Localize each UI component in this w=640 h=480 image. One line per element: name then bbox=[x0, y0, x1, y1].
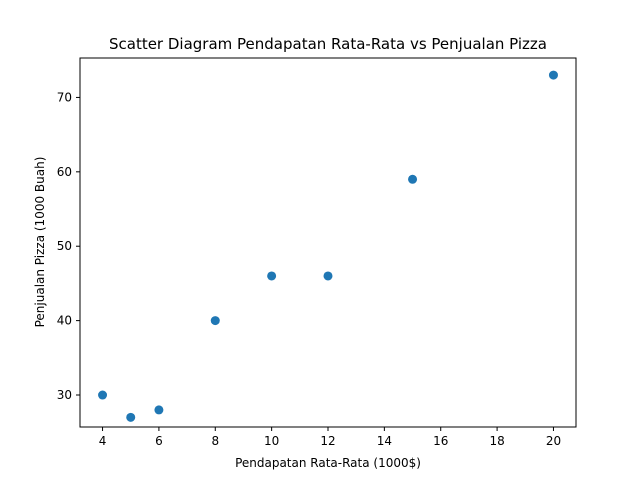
data-point-5 bbox=[323, 271, 333, 281]
x-tick-label-8: 20 bbox=[546, 434, 561, 448]
axes-layer: 4 6 8 10 12 14 16 18 20 30 40 50 60 70 bbox=[57, 57, 577, 448]
x-tick-label-2: 8 bbox=[211, 434, 219, 448]
x-tick-label-3: 10 bbox=[264, 434, 279, 448]
data-point-1 bbox=[126, 412, 136, 422]
x-tick-label-7: 18 bbox=[489, 434, 504, 448]
y-tick-label-3: 60 bbox=[57, 165, 72, 179]
x-tick-label-6: 16 bbox=[433, 434, 448, 448]
x-axis-label: Pendapatan Rata-Rata (1000$) bbox=[235, 456, 421, 470]
data-point-2 bbox=[154, 405, 164, 415]
axes-frame bbox=[79, 57, 577, 428]
y-tick-label-0: 30 bbox=[57, 388, 72, 402]
data-point-6 bbox=[408, 174, 418, 184]
x-tick-label-1: 6 bbox=[155, 434, 163, 448]
y-axis-label: Penjualan Pizza (1000 Buah) bbox=[33, 157, 47, 328]
data-point-4 bbox=[267, 271, 277, 281]
y-tick-label-2: 50 bbox=[57, 239, 72, 253]
data-point-7 bbox=[548, 70, 558, 80]
chart-title: Scatter Diagram Pendapatan Rata-Rata vs … bbox=[109, 35, 547, 53]
points-layer bbox=[98, 70, 558, 422]
x-tick-label-4: 12 bbox=[320, 434, 335, 448]
y-tick-label-4: 70 bbox=[57, 90, 72, 104]
x-tick-label-5: 14 bbox=[377, 434, 392, 448]
x-tick-label-0: 4 bbox=[99, 434, 107, 448]
y-tick-label-1: 40 bbox=[57, 314, 72, 328]
data-point-3 bbox=[210, 316, 220, 326]
data-point-0 bbox=[98, 390, 108, 400]
